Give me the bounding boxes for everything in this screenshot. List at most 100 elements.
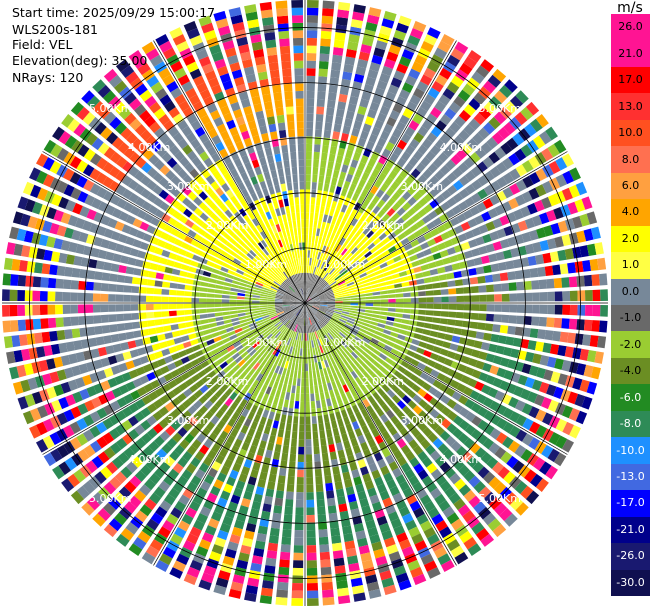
velocity-bin [364,265,373,272]
velocity-bin [297,324,301,333]
velocity-bin [502,346,513,357]
velocity-bin [128,428,140,441]
velocity-bin [486,304,495,312]
velocity-bin [495,345,505,355]
velocity-bin [246,252,255,260]
velocity-bin [259,156,267,166]
velocity-bin [318,175,325,184]
velocity-bin [223,137,234,148]
velocity-bin [254,343,262,351]
velocity-bin [417,125,429,137]
velocity-bin [298,431,305,440]
velocity-bin [236,299,245,303]
velocity-bin [415,162,426,173]
velocity-bin [257,525,268,535]
velocity-bin [553,277,563,289]
velocity-bin [157,333,166,342]
velocity-bin [128,227,139,237]
velocity-bin [62,425,75,438]
velocity-bin [442,146,454,158]
velocity-bin [107,377,118,388]
velocity-bin [257,242,265,250]
velocity-bin [361,247,370,255]
velocity-bin [10,274,19,286]
velocity-bin [229,250,238,258]
velocity-bin [201,324,210,330]
velocity-bin [290,392,295,401]
velocity-bin [423,526,436,539]
velocity-bin [174,67,187,80]
velocity-bin [165,205,176,216]
velocity-bin [260,9,273,19]
velocity-bin [348,289,357,294]
velocity-bin [350,297,358,301]
velocity-bin [412,416,423,427]
velocity-bin [491,461,505,474]
velocity-bin [187,245,197,253]
velocity-bin [275,597,288,606]
velocity-bin [162,546,177,559]
velocity-bin [293,53,304,61]
velocity-bin [319,45,331,55]
velocity-bin [187,368,197,377]
velocity-bin [185,132,197,143]
velocity-bin [184,309,192,315]
velocity-bin [289,300,298,303]
velocity-bin [318,337,324,346]
velocity-bin [275,349,281,357]
colorbar-tick-label: 2.0 [621,231,640,245]
velocity-bin [252,370,260,379]
velocity-bin [267,542,278,552]
velocity-bin [367,108,377,119]
velocity-bin [339,220,346,229]
velocity-bin [133,537,147,550]
velocity-bin [337,265,345,273]
velocity-bin [167,126,180,138]
velocity-bin [434,493,447,506]
velocity-bin [233,158,243,168]
velocity-bin [475,65,490,79]
velocity-bin [335,108,345,118]
velocity-bin [226,144,237,154]
velocity-bin [336,395,343,404]
velocity-bin [292,30,304,39]
velocity-bin [599,273,608,286]
velocity-bin [154,467,166,479]
velocity-bin [183,388,193,398]
velocity-bin [263,24,275,34]
velocity-bin [357,458,367,469]
velocity-bin [364,239,373,247]
velocity-bin [244,434,253,445]
velocity-bin [326,490,335,499]
velocity-bin [372,237,382,246]
velocity-bin [245,483,255,493]
velocity-bin [290,304,298,307]
velocity-bin [217,325,226,331]
velocity-bin [352,260,360,268]
velocity-bin [426,132,438,144]
velocity-bin [220,562,233,574]
velocity-bin [278,286,286,292]
velocity-bin [222,155,232,165]
velocity-bin [135,196,146,208]
velocity-bin [122,188,133,200]
velocity-bin [390,250,400,258]
velocity-bin [209,44,222,55]
velocity-bin [451,391,462,401]
velocity-bin [592,305,601,317]
velocity-bin [350,577,363,587]
velocity-bin [547,399,559,413]
velocity-bin [290,305,298,308]
velocity-bin [36,405,49,419]
velocity-bin [108,314,117,323]
velocity-bin [266,116,276,125]
velocity-bin [73,469,86,483]
velocity-bin [251,247,260,255]
velocity-bin [393,29,407,41]
velocity-bin [235,254,244,262]
velocity-bin [317,182,324,191]
velocity-bin [288,276,294,284]
velocity-bin [553,386,564,399]
velocity-bin [120,342,130,351]
velocity-bin [307,598,319,606]
